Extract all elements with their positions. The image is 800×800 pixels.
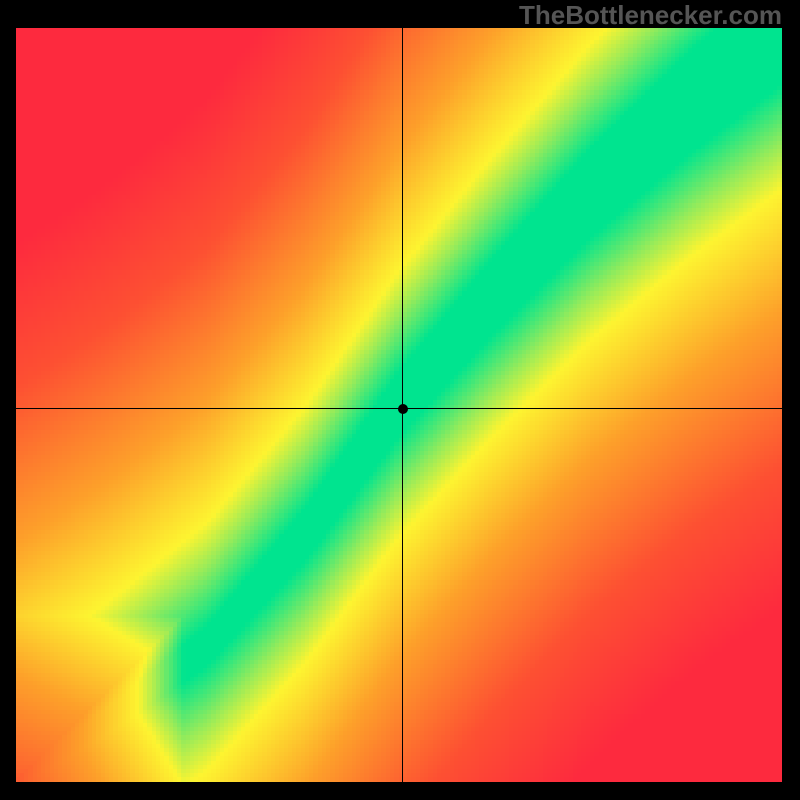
- watermark-text: TheBottlenecker.com: [519, 0, 782, 31]
- crosshair-marker: [398, 404, 408, 414]
